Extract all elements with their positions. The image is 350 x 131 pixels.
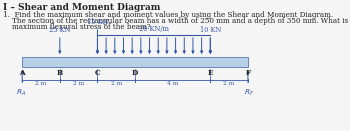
Text: E: E [208, 69, 213, 77]
Text: $R_A$: $R_A$ [16, 88, 27, 98]
Text: 20 KN/m: 20 KN/m [139, 26, 169, 34]
Text: 1.  Find the maximum shear and moment values by using the Shear and Moment Diagr: 1. Find the maximum shear and moment val… [3, 11, 333, 19]
Text: 25 KN: 25 KN [49, 26, 71, 34]
Text: maximum flexural stress of the beam?: maximum flexural stress of the beam? [3, 23, 150, 31]
Text: D: D [132, 69, 138, 77]
Text: $R_F$: $R_F$ [244, 88, 254, 98]
Text: C: C [94, 69, 100, 77]
Text: F: F [245, 69, 251, 77]
Text: A: A [19, 69, 25, 77]
Text: I – Shear and Moment Diagram: I – Shear and Moment Diagram [3, 3, 160, 12]
Text: 4 m: 4 m [167, 81, 178, 86]
Text: 2 m: 2 m [73, 81, 84, 86]
Text: 2 m: 2 m [224, 81, 235, 86]
Text: 2 m: 2 m [111, 81, 122, 86]
Text: The section of the rectangular beam has a width of 250 mm and a depth of 350 mm.: The section of the rectangular beam has … [3, 17, 350, 25]
Text: 15 KN: 15 KN [87, 18, 108, 26]
Bar [22, 57, 248, 67]
Text: 10 KN: 10 KN [199, 26, 221, 34]
Text: 2 m: 2 m [35, 81, 47, 86]
Text: B: B [57, 69, 63, 77]
